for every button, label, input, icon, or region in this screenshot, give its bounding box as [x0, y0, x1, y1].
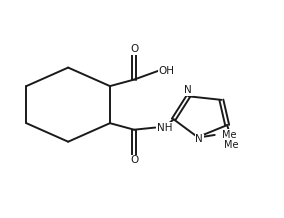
Text: Me: Me — [224, 140, 239, 150]
Text: Me: Me — [222, 130, 236, 140]
Text: N: N — [195, 134, 203, 144]
Text: NH: NH — [157, 123, 172, 133]
Text: N: N — [184, 85, 192, 95]
Text: OH: OH — [158, 66, 174, 76]
Text: O: O — [130, 44, 138, 54]
Text: O: O — [130, 155, 138, 165]
